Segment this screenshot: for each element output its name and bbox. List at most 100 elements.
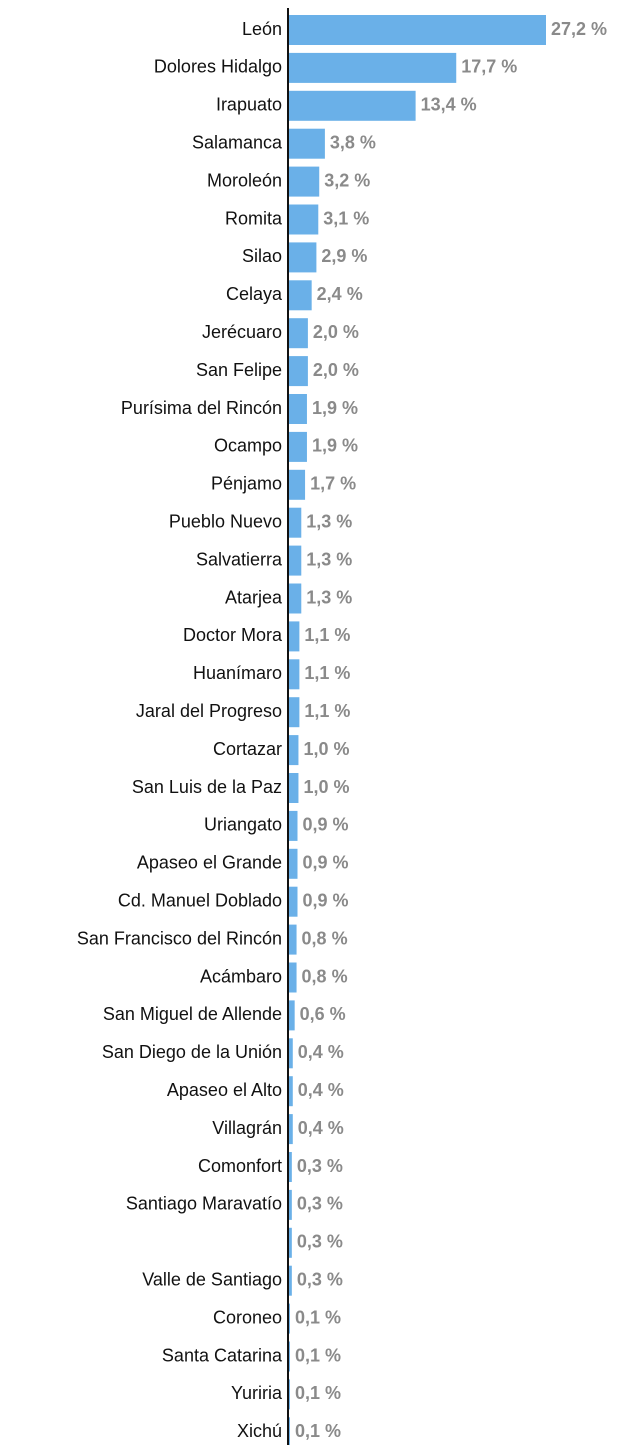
bar xyxy=(289,52,457,83)
category-label: San Francisco del Rincón xyxy=(77,928,282,948)
value-label: 0,3 % xyxy=(297,1194,343,1214)
value-label: 0,9 % xyxy=(303,815,349,835)
category-label: Uriangato xyxy=(204,815,282,835)
value-label: 1,3 % xyxy=(306,549,352,569)
bar xyxy=(289,1341,290,1372)
category-label: Jaral del Progreso xyxy=(136,701,282,721)
value-label: 0,1 % xyxy=(295,1307,341,1327)
value-label: 0,4 % xyxy=(298,1080,344,1100)
bar xyxy=(289,621,300,652)
category-label: Xichú xyxy=(237,1421,282,1441)
bar xyxy=(289,924,297,955)
value-label: 1,1 % xyxy=(304,701,350,721)
value-label: 1,1 % xyxy=(304,663,350,683)
category-label: Huanímaro xyxy=(193,663,282,683)
category-label: Apaseo el Alto xyxy=(167,1080,282,1100)
value-label: 0,3 % xyxy=(297,1156,343,1176)
category-label: Pénjamo xyxy=(211,474,282,494)
category-label: Jerécuaro xyxy=(202,322,282,342)
category-label: Dolores Hidalgo xyxy=(154,57,282,77)
bar xyxy=(289,1265,292,1296)
category-label: San Miguel de Allende xyxy=(103,1004,282,1024)
category-label: Santa Catarina xyxy=(162,1345,283,1365)
value-label: 1,0 % xyxy=(303,739,349,759)
bar xyxy=(289,280,312,311)
category-label: Valle de Santiago xyxy=(142,1269,282,1289)
bar xyxy=(289,166,320,197)
bar xyxy=(289,1227,292,1258)
value-label: 1,9 % xyxy=(312,436,358,456)
bar xyxy=(289,15,546,45)
bar xyxy=(289,1417,290,1445)
category-label: Atarjea xyxy=(225,587,283,607)
bar xyxy=(289,90,416,121)
value-label: 0,8 % xyxy=(302,966,348,986)
value-label: 0,4 % xyxy=(298,1042,344,1062)
value-label: 3,8 % xyxy=(330,132,376,152)
category-label: San Luis de la Paz xyxy=(132,777,282,797)
bar xyxy=(289,431,307,462)
category-label: Pueblo Nuevo xyxy=(169,511,282,531)
bar xyxy=(289,962,297,993)
bar xyxy=(289,1000,295,1031)
category-label: Doctor Mora xyxy=(183,625,283,645)
value-label: 0,1 % xyxy=(295,1421,341,1441)
category-label: León xyxy=(242,19,282,39)
value-label: 1,3 % xyxy=(306,511,352,531)
bar xyxy=(289,204,319,235)
value-label: 3,2 % xyxy=(324,170,370,190)
value-label: 2,4 % xyxy=(317,284,363,304)
bar xyxy=(289,545,302,576)
bar xyxy=(289,735,299,766)
value-label: 0,9 % xyxy=(303,890,349,910)
category-label: Coroneo xyxy=(213,1307,282,1327)
bar xyxy=(289,1152,292,1182)
value-label: 1,9 % xyxy=(312,398,358,418)
bar xyxy=(289,1114,293,1145)
category-label: Salvatierra xyxy=(196,549,283,569)
bar xyxy=(289,1303,290,1334)
value-label: 1,7 % xyxy=(310,474,356,494)
bar xyxy=(289,242,317,273)
bar xyxy=(289,583,302,614)
category-label: Cd. Manuel Doblado xyxy=(118,890,282,910)
value-label: 3,1 % xyxy=(323,208,369,228)
value-label: 0,3 % xyxy=(297,1232,343,1252)
value-label: 0,9 % xyxy=(303,853,349,873)
bar xyxy=(289,394,307,424)
value-label: 27,2 % xyxy=(551,19,607,39)
bar xyxy=(289,1038,293,1069)
value-label: 0,1 % xyxy=(295,1383,341,1403)
category-label: Irapuato xyxy=(216,95,282,115)
category-label: Apaseo el Grande xyxy=(137,853,282,873)
category-label: Moroleón xyxy=(207,170,282,190)
category-label: Romita xyxy=(225,208,283,228)
category-label: Silao xyxy=(242,246,282,266)
value-label: 2,0 % xyxy=(313,322,359,342)
value-label: 0,1 % xyxy=(295,1345,341,1365)
value-label: 1,0 % xyxy=(303,777,349,797)
bar xyxy=(289,1189,292,1220)
bar xyxy=(289,697,300,728)
category-label: Santiago Maravatío xyxy=(126,1194,282,1214)
bar xyxy=(289,318,308,349)
value-label: 17,7 % xyxy=(461,57,517,77)
value-label: 0,3 % xyxy=(297,1269,343,1289)
bar xyxy=(289,848,298,879)
value-label: 0,8 % xyxy=(302,928,348,948)
value-label: 1,3 % xyxy=(306,587,352,607)
bar xyxy=(289,1076,293,1107)
value-label: 2,9 % xyxy=(321,246,367,266)
category-label: Purísima del Rincón xyxy=(121,398,282,418)
category-label: Cortazar xyxy=(213,739,282,759)
bar xyxy=(289,1379,290,1410)
bar xyxy=(289,507,302,538)
value-label: 2,0 % xyxy=(313,360,359,380)
category-label: Yuriria xyxy=(231,1383,283,1403)
bar xyxy=(289,128,325,159)
bar xyxy=(289,886,298,917)
value-label: 0,6 % xyxy=(300,1004,346,1024)
value-label: 13,4 % xyxy=(421,95,477,115)
value-label: 1,1 % xyxy=(304,625,350,645)
